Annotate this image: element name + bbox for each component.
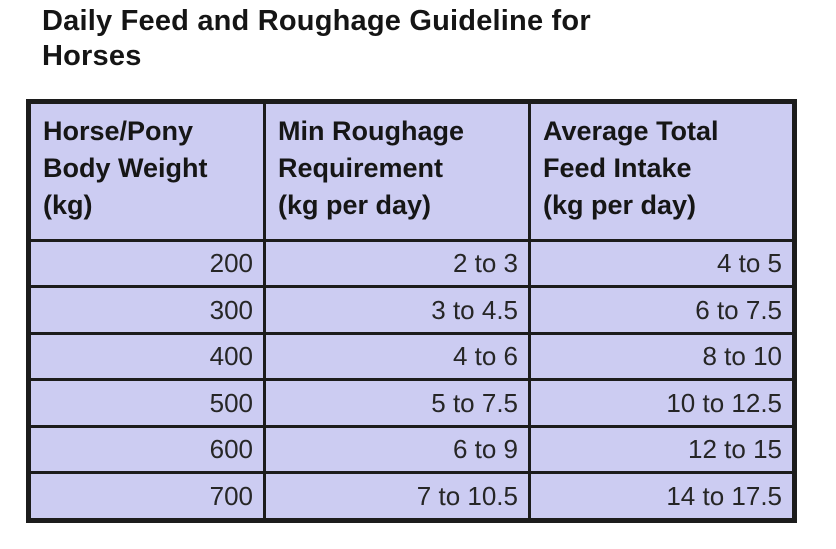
- column-header-line: (kg): [43, 190, 93, 220]
- cell-body-weight: 500: [27, 378, 266, 428]
- cell-body-weight: 300: [27, 285, 266, 335]
- cell-min-roughage: 6 to 9: [263, 424, 531, 475]
- column-header-line: Requirement: [278, 153, 444, 183]
- column-header-line: Average Total: [543, 116, 719, 146]
- column-header-min-roughage: Min Roughage Requirement (kg per day): [263, 100, 531, 242]
- cell-min-roughage: 4 to 6: [263, 331, 531, 382]
- column-header-line: Body Weight: [43, 153, 208, 183]
- column-header-body-weight: Horse/Pony Body Weight (kg): [27, 100, 266, 242]
- cell-avg-feed: 6 to 7.5: [528, 285, 796, 335]
- page-title-line-2: Horses: [42, 40, 142, 72]
- table-row: 400 4 to 6 8 to 10: [27, 331, 796, 382]
- table-row: 500 5 to 7.5 10 to 12.5: [27, 378, 796, 428]
- cell-avg-feed: 14 to 17.5: [528, 471, 796, 522]
- column-header-avg-feed-intake: Average Total Feed Intake (kg per day): [528, 100, 796, 242]
- table-row: 600 6 to 9 12 to 15: [27, 424, 796, 475]
- cell-avg-feed: 12 to 15: [528, 424, 796, 475]
- cell-min-roughage: 3 to 4.5: [263, 285, 531, 335]
- table-row: 200 2 to 3 4 to 5: [27, 238, 796, 289]
- cell-min-roughage: 2 to 3: [263, 238, 531, 289]
- table-header-row: Horse/Pony Body Weight (kg) Min Roughage…: [27, 100, 796, 242]
- table-row: 700 7 to 10.5 14 to 17.5: [27, 471, 796, 522]
- column-header-line: Horse/Pony: [43, 116, 194, 146]
- feed-guideline-table: Horse/Pony Body Weight (kg) Min Roughage…: [26, 99, 797, 523]
- cell-body-weight: 600: [27, 424, 266, 475]
- page-title-line-1: Daily Feed and Roughage Guideline for: [42, 5, 591, 37]
- cell-body-weight: 700: [27, 471, 266, 522]
- column-header-line: (kg per day): [543, 190, 697, 220]
- column-header-line: Feed Intake: [543, 153, 692, 183]
- page-title: Daily Feed and Roughage Guideline for Ho…: [42, 4, 591, 74]
- cell-avg-feed: 4 to 5: [528, 238, 796, 289]
- cell-body-weight: 200: [27, 238, 266, 289]
- cell-min-roughage: 5 to 7.5: [263, 378, 531, 428]
- cell-avg-feed: 10 to 12.5: [528, 378, 796, 428]
- table-row: 300 3 to 4.5 6 to 7.5: [27, 285, 796, 335]
- cell-body-weight: 400: [27, 331, 266, 382]
- cell-avg-feed: 8 to 10: [528, 331, 796, 382]
- column-header-line: Min Roughage: [278, 116, 464, 146]
- column-header-line: (kg per day): [278, 190, 432, 220]
- cell-min-roughage: 7 to 10.5: [263, 471, 531, 522]
